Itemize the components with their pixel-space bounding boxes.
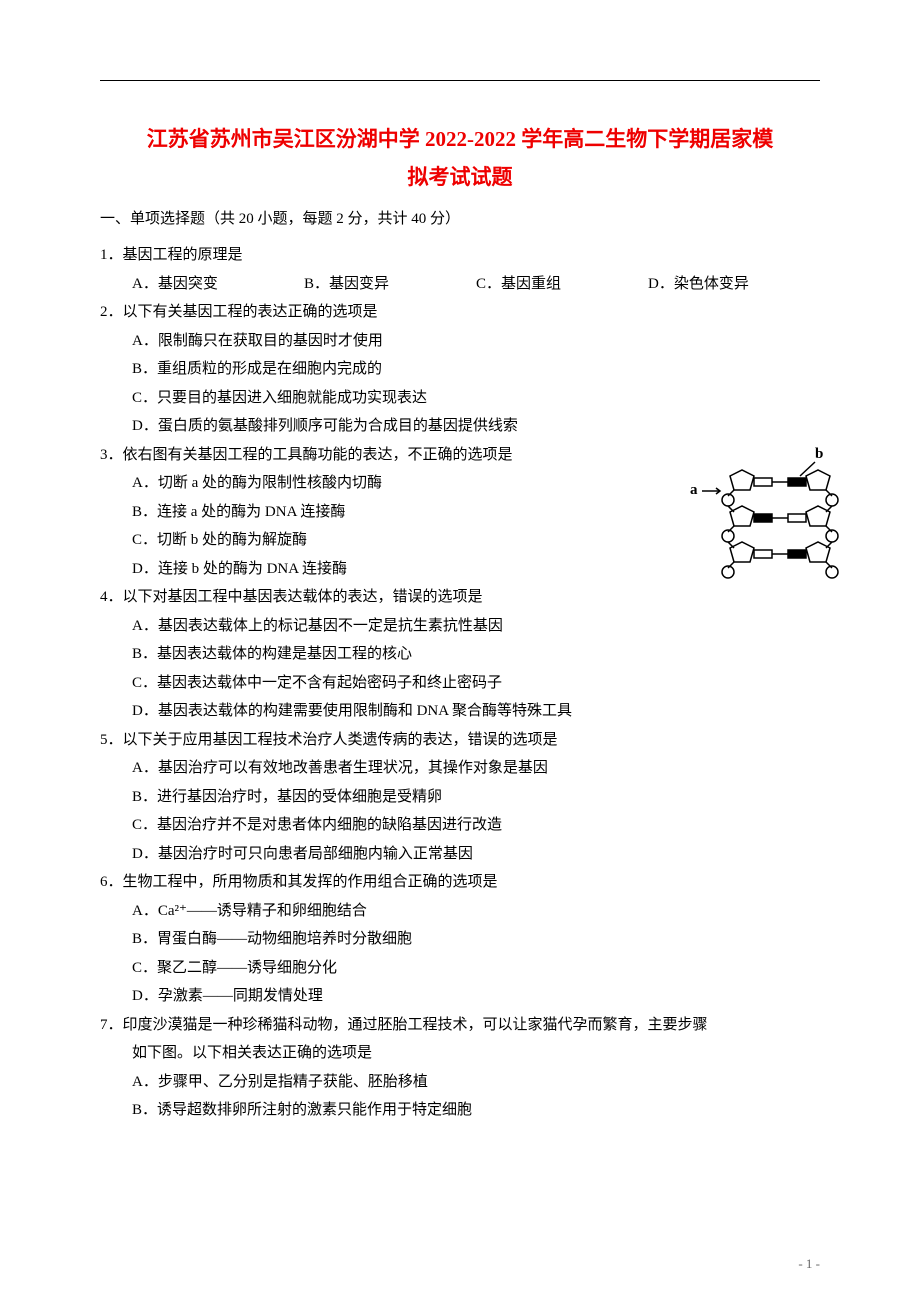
title-line-1: 江苏省苏州市吴江区汾湖中学 2022-2022 学年高二生物下学期居家模 — [100, 121, 820, 159]
q1-opt-c: C．基因重组 — [476, 270, 648, 299]
q2-opt-d: D．蛋白质的氨基酸排列顺序可能为合成目的基因提供线索 — [132, 412, 820, 441]
label-a: a — [690, 482, 698, 498]
q6-opt-c: C．聚乙二醇——诱导细胞分化 — [132, 954, 820, 983]
question-2: 2．以下有关基因工程的表达正确的选项是 A．限制酶只在获取目的基因时才使用 B．… — [100, 298, 820, 441]
q4-opt-a: A．基因表达载体上的标记基因不一定是抗生素抗性基因 — [132, 612, 820, 641]
q6-opt-b: B．胃蛋白酶——动物细胞培养时分散细胞 — [132, 925, 820, 954]
q1-opt-a: A．基因突变 — [132, 270, 304, 299]
section-header: 一、单项选择题（共 20 小题，每题 2 分，共计 40 分） — [100, 205, 820, 234]
question-5-text: 5．以下关于应用基因工程技术治疗人类遗传病的表达，错误的选项是 — [100, 726, 820, 755]
question-7-text-2: 如下图。以下相关表达正确的选项是 — [100, 1039, 820, 1068]
q7-opt-b: B．诱导超数排卵所注射的激素只能作用于特定细胞 — [132, 1096, 820, 1125]
q5-opt-d: D．基因治疗时可只向患者局部细胞内输入正常基因 — [132, 840, 820, 869]
question-1-text: 1．基因工程的原理是 — [100, 241, 820, 270]
title-line-2: 拟考试试题 — [100, 159, 820, 197]
q5-opt-b: B．进行基因治疗时，基因的受体细胞是受精卵 — [132, 783, 820, 812]
q6-opt-d: D．孕激素——同期发情处理 — [132, 982, 820, 1011]
question-2-text: 2．以下有关基因工程的表达正确的选项是 — [100, 298, 820, 327]
q2-opt-b: B．重组质粒的形成是在细胞内完成的 — [132, 355, 820, 384]
page-number: - 1 - — [798, 1256, 820, 1272]
q5-opt-c: C．基因治疗并不是对患者体内细胞的缺陷基因进行改造 — [132, 811, 820, 840]
question-5: 5．以下关于应用基因工程技术治疗人类遗传病的表达，错误的选项是 A．基因治疗可以… — [100, 726, 820, 869]
q5-opt-a: A．基因治疗可以有效地改善患者生理状况，其操作对象是基因 — [132, 754, 820, 783]
question-1: 1．基因工程的原理是 A．基因突变 B．基因变异 C．基因重组 D．染色体变异 — [100, 241, 820, 298]
question-7: 7．印度沙漠猫是一种珍稀猫科动物，通过胚胎工程技术，可以让家猫代孕而繁育，主要步… — [100, 1011, 820, 1125]
question-7-options: A．步骤甲、乙分别是指精子获能、胚胎移植 B．诱导超数排卵所注射的激素只能作用于… — [100, 1068, 820, 1125]
q6-opt-a: A．Ca²⁺——诱导精子和卵细胞结合 — [132, 897, 820, 926]
q4-opt-b: B．基因表达载体的构建是基因工程的核心 — [132, 640, 820, 669]
question-6-options: A．Ca²⁺——诱导精子和卵细胞结合 B．胃蛋白酶——动物细胞培养时分散细胞 C… — [100, 897, 820, 1011]
question-4-text: 4．以下对基因工程中基因表达载体的表达，错误的选项是 — [100, 583, 820, 612]
q1-opt-d: D．染色体变异 — [648, 270, 820, 299]
question-2-options: A．限制酶只在获取目的基因时才使用 B．重组质粒的形成是在细胞内完成的 C．只要… — [100, 327, 820, 441]
question-4: 4．以下对基因工程中基因表达载体的表达，错误的选项是 A．基因表达载体上的标记基… — [100, 583, 820, 726]
question-3: 3．依右图有关基因工程的工具酶功能的表达，不正确的选项是 A．切断 a 处的酶为… — [100, 441, 820, 584]
q7-opt-a: A．步骤甲、乙分别是指精子获能、胚胎移植 — [132, 1068, 820, 1097]
exam-title: 江苏省苏州市吴江区汾湖中学 2022-2022 学年高二生物下学期居家模 拟考试… — [100, 121, 820, 197]
question-6: 6．生物工程中，所用物质和其发挥的作用组合正确的选项是 A．Ca²⁺——诱导精子… — [100, 868, 820, 1011]
q1-opt-b: B．基因变异 — [304, 270, 476, 299]
label-b: b — [815, 446, 823, 462]
q2-opt-a: A．限制酶只在获取目的基因时才使用 — [132, 327, 820, 356]
question-6-text: 6．生物工程中，所用物质和其发挥的作用组合正确的选项是 — [100, 868, 820, 897]
dna-structure-icon: b a — [680, 446, 880, 586]
q4-opt-d: D．基因表达载体的构建需要使用限制酶和 DNA 聚合酶等特殊工具 — [132, 697, 820, 726]
q4-opt-c: C．基因表达载体中一定不含有起始密码子和终止密码子 — [132, 669, 820, 698]
q2-opt-c: C．只要目的基因进入细胞就能成功实现表达 — [132, 384, 820, 413]
question-1-options: A．基因突变 B．基因变异 C．基因重组 D．染色体变异 — [100, 270, 820, 299]
dna-diagram: b a — [680, 446, 880, 586]
question-5-options: A．基因治疗可以有效地改善患者生理状况，其操作对象是基因 B．进行基因治疗时，基… — [100, 754, 820, 868]
question-7-text-1: 7．印度沙漠猫是一种珍稀猫科动物，通过胚胎工程技术，可以让家猫代孕而繁育，主要步… — [100, 1011, 820, 1040]
top-divider — [100, 80, 820, 81]
question-4-options: A．基因表达载体上的标记基因不一定是抗生素抗性基因 B．基因表达载体的构建是基因… — [100, 612, 820, 726]
